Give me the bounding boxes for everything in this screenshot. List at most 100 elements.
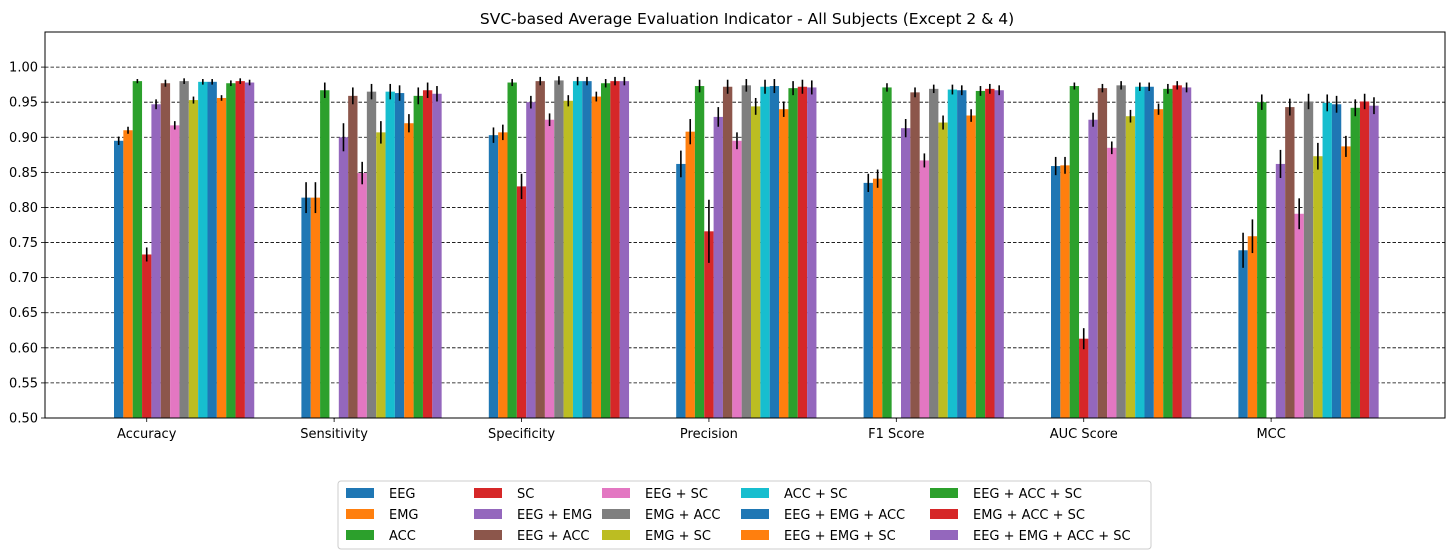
legend-label: ACC + SC — [784, 487, 847, 502]
bar — [863, 182, 873, 418]
bar — [779, 109, 789, 418]
bar — [722, 86, 733, 418]
legend-swatch — [930, 488, 958, 498]
bar — [760, 86, 770, 418]
legend-label: EMG + ACC — [645, 508, 720, 523]
bar — [563, 100, 573, 418]
bar — [872, 178, 883, 418]
legend-swatch — [602, 530, 630, 540]
y-tick-label: 0.80 — [9, 201, 38, 216]
bar — [1322, 102, 1332, 418]
bar — [910, 92, 920, 419]
bar — [1181, 87, 1192, 418]
y-tick-label: 0.50 — [9, 412, 38, 427]
bar — [582, 81, 592, 419]
bar — [216, 97, 227, 418]
bar — [1116, 85, 1126, 418]
bar — [1369, 105, 1379, 418]
legend-swatch — [741, 488, 769, 498]
bar — [741, 85, 751, 418]
bar — [1285, 107, 1295, 418]
bar — [1163, 88, 1173, 418]
bar — [198, 81, 208, 418]
y-tick-label: 0.90 — [9, 131, 38, 146]
bar — [1125, 116, 1136, 418]
x-tick-label: Accuracy — [117, 427, 177, 442]
bar — [797, 86, 808, 418]
chart-title: SVC-based Average Evaluation Indicator -… — [480, 10, 1014, 28]
bar — [676, 163, 686, 418]
bar — [413, 95, 423, 419]
legend-swatch — [930, 530, 958, 540]
legend-label: EMG + SC — [645, 529, 711, 544]
bar — [385, 91, 395, 419]
bar — [132, 81, 143, 419]
bar — [320, 90, 330, 418]
legend-label: EEG + EMG + ACC — [784, 508, 905, 523]
y-tick-label: 0.60 — [9, 341, 38, 356]
bar — [1079, 338, 1089, 418]
legend-label: ACC — [389, 529, 416, 544]
bar — [207, 81, 217, 418]
legend-label: EMG — [389, 508, 419, 523]
bar — [1359, 101, 1370, 418]
bar — [142, 254, 152, 418]
bar — [1313, 156, 1323, 419]
bar — [535, 81, 545, 419]
bar — [610, 81, 620, 419]
legend-label: EEG + EMG + ACC + SC — [973, 529, 1131, 544]
bar — [601, 83, 611, 418]
legend-swatch — [474, 509, 502, 519]
bar — [1051, 166, 1061, 418]
bar — [1069, 86, 1080, 418]
bar — [160, 83, 171, 418]
bar — [1341, 146, 1351, 418]
bar — [348, 95, 358, 419]
bar — [619, 81, 630, 419]
legend-label: EEG + EMG + SC — [784, 529, 896, 544]
bar — [1238, 250, 1248, 418]
legend-swatch — [602, 488, 630, 498]
bar — [1097, 88, 1108, 419]
bar — [422, 90, 433, 418]
y-tick-label: 0.95 — [9, 96, 38, 111]
bar — [226, 83, 236, 418]
bar — [432, 93, 442, 418]
bar — [1303, 101, 1314, 418]
y-tick-label: 0.65 — [9, 306, 38, 321]
bar — [1153, 109, 1164, 418]
legend-label: EEG + ACC + SC — [973, 487, 1082, 502]
bar — [1275, 163, 1286, 418]
y-tick-label: 1.00 — [9, 61, 38, 76]
legend-swatch — [741, 509, 769, 519]
x-tick-label: Specificity — [488, 427, 555, 442]
legend-swatch — [346, 530, 374, 540]
bar — [882, 87, 892, 418]
bar — [1350, 107, 1360, 419]
y-tick-label: 0.70 — [9, 271, 38, 286]
bar — [526, 102, 536, 418]
legend: EEG EMG ACC SC EEG + EMG EEG + ACC EEG + SC EMG… — [337, 480, 1152, 550]
bars — [114, 76, 1379, 419]
bar — [694, 86, 705, 418]
x-tick-label: Precision — [680, 427, 738, 442]
legend-label: EEG — [389, 487, 416, 502]
x-tick-label: MCC — [1256, 427, 1285, 442]
bar — [1331, 104, 1342, 419]
bar — [704, 231, 714, 418]
legend-label: SC — [517, 487, 534, 502]
bar — [769, 86, 780, 418]
bar — [751, 106, 761, 418]
bar — [244, 82, 255, 418]
bar — [807, 87, 817, 418]
bar — [788, 88, 798, 419]
bar — [1172, 85, 1182, 418]
bar — [732, 140, 742, 419]
bar — [554, 80, 564, 419]
bar — [1107, 147, 1117, 419]
bar — [994, 90, 1004, 418]
legend-swatch — [930, 509, 958, 519]
bar — [985, 88, 995, 418]
bar — [1135, 86, 1145, 418]
